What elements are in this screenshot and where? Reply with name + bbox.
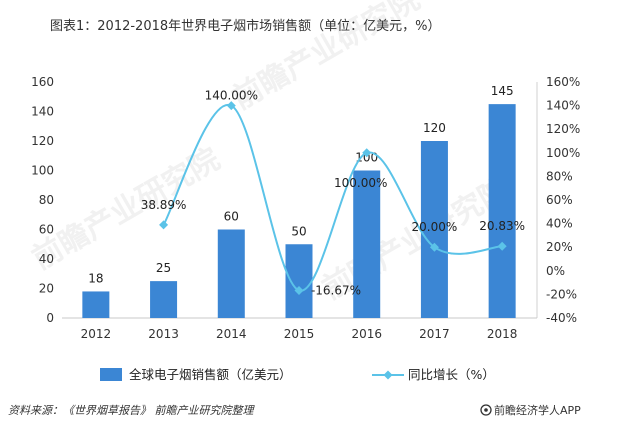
right-axis: -40% -20% 0% 20% 40% 60% 80% 100% 120% 140% 160% xyxy=(536,75,580,325)
growth-point-2017 xyxy=(429,242,439,252)
brand-icon-dot xyxy=(484,408,488,412)
bar-value-label: 145 xyxy=(491,84,514,98)
growth-value-label: -16.67% xyxy=(311,283,361,297)
right-axis-tick-label: 40% xyxy=(546,217,573,231)
left-axis-tick-label: 0 xyxy=(46,311,54,325)
legend-bar-swatch xyxy=(100,368,122,381)
right-axis-tick-label: 0% xyxy=(546,264,565,278)
bar-2018 xyxy=(488,104,516,318)
left-axis: 0 20 40 60 80 100 120 140 160 xyxy=(31,75,54,325)
growth-value-label: 20.00% xyxy=(412,220,458,234)
x-axis-tick-label: 2012 xyxy=(81,327,112,341)
left-axis-tick-label: 80 xyxy=(39,193,54,207)
brand-text: 前瞻经济学人APP xyxy=(494,403,581,417)
legend: 全球电子烟销售额（亿美元） 同比增长（%） xyxy=(100,367,495,382)
bar-value-label: 100 xyxy=(355,151,378,165)
bar-value-label: 25 xyxy=(156,261,171,275)
bar-2015 xyxy=(285,244,313,318)
bar-2013 xyxy=(150,281,178,318)
line-series: 38.89% 140.00% -16.67% 100.00% 20.00% 20.83% xyxy=(141,89,525,298)
x-axis-tick-label: 2013 xyxy=(148,327,179,341)
growth-value-label: 140.00% xyxy=(205,89,258,103)
left-axis-tick-label: 100 xyxy=(31,164,54,178)
growth-point-2013 xyxy=(159,220,169,230)
bar-value-label: 60 xyxy=(224,210,239,224)
left-axis-tick-label: 140 xyxy=(31,105,54,119)
bar-series: 18 25 60 50 100 120 145 xyxy=(82,84,516,318)
left-axis-tick-label: 60 xyxy=(39,223,54,237)
left-axis-tick-label: 40 xyxy=(39,252,54,266)
right-axis-tick-label: 20% xyxy=(546,240,573,254)
left-axis-tick-label: 160 xyxy=(31,75,54,89)
right-axis-tick-label: 160% xyxy=(546,75,580,89)
growth-point-2016 xyxy=(362,148,372,158)
source-note: 资料来源：《世界烟草报告》 前瞻产业研究院整理 xyxy=(8,404,255,417)
growth-value-label: 100.00% xyxy=(334,176,387,190)
right-axis-tick-label: -20% xyxy=(546,287,577,301)
x-axis-tick-label: 2017 xyxy=(419,327,450,341)
growth-point-2014 xyxy=(226,101,236,111)
brand-logo: 前瞻经济学人APP xyxy=(480,403,581,417)
growth-value-label: 38.89% xyxy=(141,198,187,212)
right-axis-tick-label: 120% xyxy=(546,122,580,136)
legend-line-label: 同比增长（%） xyxy=(408,367,495,382)
x-axis-tick-label: 2014 xyxy=(216,327,247,341)
chart-title: 图表1：2012-2018年世界电子烟市场销售额（单位：亿美元，%） xyxy=(50,18,440,34)
legend-marker-icon xyxy=(383,370,393,380)
bar-2014 xyxy=(217,229,245,318)
x-axis-tick-label: 2018 xyxy=(487,327,518,341)
left-axis-tick-label: 120 xyxy=(31,134,54,148)
x-axis-tick-label: 2016 xyxy=(351,327,382,341)
growth-point-2018 xyxy=(497,241,507,251)
growth-value-label: 20.83% xyxy=(479,219,525,233)
x-axis-tick-label: 2015 xyxy=(284,327,315,341)
bar-2012 xyxy=(82,291,110,318)
bar-2017 xyxy=(420,141,448,318)
bar-value-label: 50 xyxy=(291,224,306,238)
right-axis-tick-label: 80% xyxy=(546,169,573,183)
right-axis-tick-label: -40% xyxy=(546,311,577,325)
right-axis-tick-label: 100% xyxy=(546,146,580,160)
growth-point-2015 xyxy=(294,285,304,295)
bar-2016 xyxy=(353,170,381,318)
x-axis: 2012 2013 2014 2015 2016 2017 2018 xyxy=(62,317,537,341)
bar-value-label: 120 xyxy=(423,121,446,135)
brand-icon xyxy=(480,404,492,416)
right-axis-tick-label: 140% xyxy=(546,99,580,113)
right-axis-tick-label: 60% xyxy=(546,193,573,207)
watermark-text: 前瞻产业研究院 xyxy=(27,142,226,277)
bar-value-label: 18 xyxy=(88,271,103,285)
left-axis-tick-label: 20 xyxy=(39,282,54,296)
legend-bar-label: 全球电子烟销售额（亿美元） xyxy=(129,367,292,382)
